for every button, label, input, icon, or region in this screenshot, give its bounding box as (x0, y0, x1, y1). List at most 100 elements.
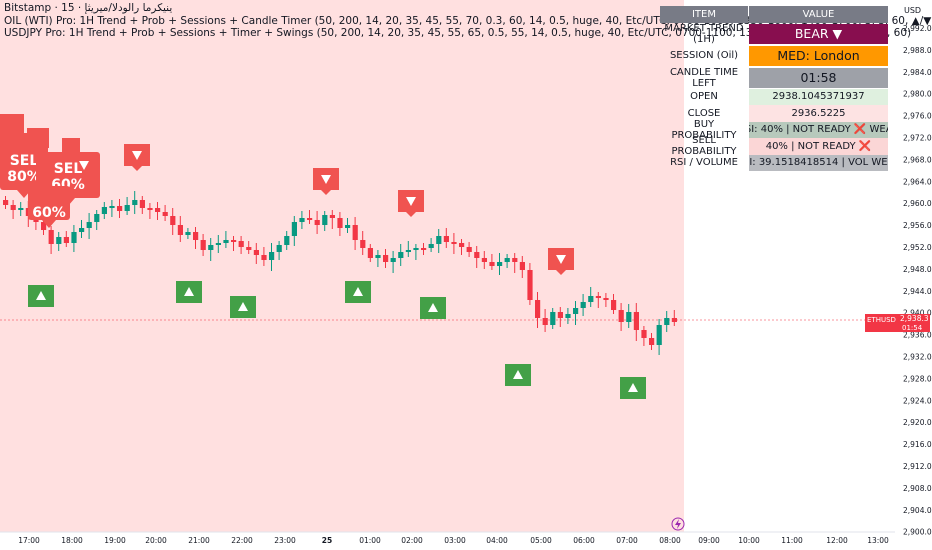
price-tick: 2,920.0 (903, 418, 932, 427)
candle-body (481, 258, 487, 262)
price-axis-area[interactable] (895, 0, 932, 550)
time-tick: 07:00 (616, 536, 638, 545)
candle-body (421, 248, 427, 250)
candle-body (489, 262, 495, 266)
time-axis-ticks: 17:00 18:00 19:00 20:00 21:00 22:00 23:00 25 01:… (18, 536, 889, 545)
up-triangle-icon (353, 287, 363, 296)
price-tick: 2,952.0 (903, 243, 932, 252)
candle-body (633, 312, 639, 330)
time-tick: 11:00 (781, 536, 803, 545)
lightning-icon[interactable] (671, 517, 685, 531)
candle-body (238, 241, 244, 247)
price-tick: 2,972.0 (903, 134, 932, 143)
up-triangle-icon (628, 383, 638, 392)
table-row: SELL PROBABILITY 40% | NOT READY ❌ (660, 135, 888, 157)
candle-body (504, 258, 510, 262)
symbol-title[interactable]: Bitstamp · 15 · ينيكرما رالودلا/ميريثإ (4, 2, 173, 14)
candle-body (215, 243, 221, 245)
indicator-legend-2[interactable]: USDJPY Pro: 1H Trend + Prob + Sessions +… (4, 27, 912, 39)
sell-label-pct: 80% (7, 169, 41, 185)
candle-body (611, 300, 617, 310)
info-table: ITEM VALUE MARKET TREND (1H) BEAR ▼ SESSIO… (660, 6, 888, 171)
time-tick: 17:00 (18, 536, 40, 545)
candle-body (626, 312, 632, 322)
time-tick: 06:00 (573, 536, 595, 545)
table-row-value: RSI: 39.1518418514 | VOL WEAK (749, 154, 888, 171)
candle-body (383, 255, 389, 262)
table-row: MARKET TREND (1H) BEAR ▼ (660, 23, 888, 45)
time-tick: 09:00 (698, 536, 720, 545)
candle-body (291, 222, 297, 236)
candle-body (56, 237, 62, 244)
price-tick: 2,960.0 (903, 199, 932, 208)
candle-body (79, 228, 85, 232)
price-tick: 2,928.0 (903, 374, 932, 383)
table-row-label: RSI / VOLUME (670, 157, 738, 169)
price-tick: 2,900.0 (903, 528, 932, 537)
time-tick: 08:00 (659, 536, 681, 545)
table-row-label: SESSION (Oil) (669, 50, 739, 61)
current-symbol-label: ETHUSD (867, 316, 896, 324)
candle-body (117, 206, 123, 211)
candle-body (573, 308, 579, 314)
table-row: SESSION (Oil) MED: London (660, 45, 888, 67)
candle-body (10, 205, 16, 210)
candle-body (466, 247, 472, 252)
up-triangle-icon (184, 287, 194, 296)
table-row-label: BUY PROBABILITY (671, 118, 737, 141)
table-row: CANDLE TIME LEFT 01:58 (660, 67, 888, 89)
candle-body (360, 240, 366, 248)
candle-body (3, 200, 9, 205)
price-axis-ticks: 2,992.0 2,988.0 2,984.0 2,980.0 2,976.0 2,972… (903, 24, 932, 537)
time-tick: 10:00 (738, 536, 760, 545)
current-price-label: 2,938.3 (900, 314, 929, 323)
candle-body (177, 225, 183, 235)
table-row-value: RSI: 40% | NOT READY ❌ WEAK (749, 121, 888, 138)
price-tick: 2,992.0 (903, 24, 932, 33)
table-row-value: 01:58 (749, 67, 888, 88)
price-tick: 2,964.0 (903, 177, 932, 186)
candle-body (71, 232, 77, 243)
down-triangle-icon (79, 161, 89, 170)
price-tick: 2,988.0 (903, 46, 932, 55)
candle-body (200, 240, 206, 250)
candle-body (565, 314, 571, 318)
candle-body (269, 252, 275, 260)
time-tick: 05:00 (530, 536, 552, 545)
sell-label-pct: 60% (32, 205, 66, 221)
time-tick: 13:00 (867, 536, 889, 545)
candle-body (132, 200, 138, 205)
down-triangle-icon (132, 151, 142, 160)
candle-body (208, 245, 214, 250)
time-tick: 03:00 (444, 536, 466, 545)
candle-body (519, 262, 525, 270)
candle-body (443, 236, 449, 242)
candle-body (588, 296, 594, 302)
price-tick: 2,912.0 (903, 462, 932, 471)
current-price-badge: ETHUSD 2,938.3 01:54 (865, 314, 930, 332)
price-tick: 2,916.0 (903, 440, 932, 449)
table-row-label: CLOSE (687, 107, 721, 119)
price-tick: 2,968.0 (903, 155, 932, 164)
time-tick: 21:00 (188, 536, 210, 545)
time-tick: 18:00 (61, 536, 83, 545)
price-tick: 2,908.0 (903, 484, 932, 493)
down-triangle-icon (556, 255, 566, 264)
candle-body (557, 312, 563, 318)
price-tick: 2,976.0 (903, 112, 932, 121)
sell-label-text: SEL (10, 153, 39, 169)
table-row-value: 2936.5225 (749, 105, 888, 122)
sell-label-60b (28, 186, 70, 220)
candle-body (428, 244, 434, 248)
up-triangle-icon (428, 303, 438, 312)
candle-body (542, 318, 548, 325)
time-tick: 19:00 (104, 536, 126, 545)
candle-body (193, 232, 199, 240)
price-tick: 2,956.0 (903, 221, 932, 230)
candle-body (398, 252, 404, 258)
header-value: VALUE (749, 6, 888, 23)
price-tick: 2,932.0 (903, 353, 932, 362)
candle-body (322, 215, 328, 225)
